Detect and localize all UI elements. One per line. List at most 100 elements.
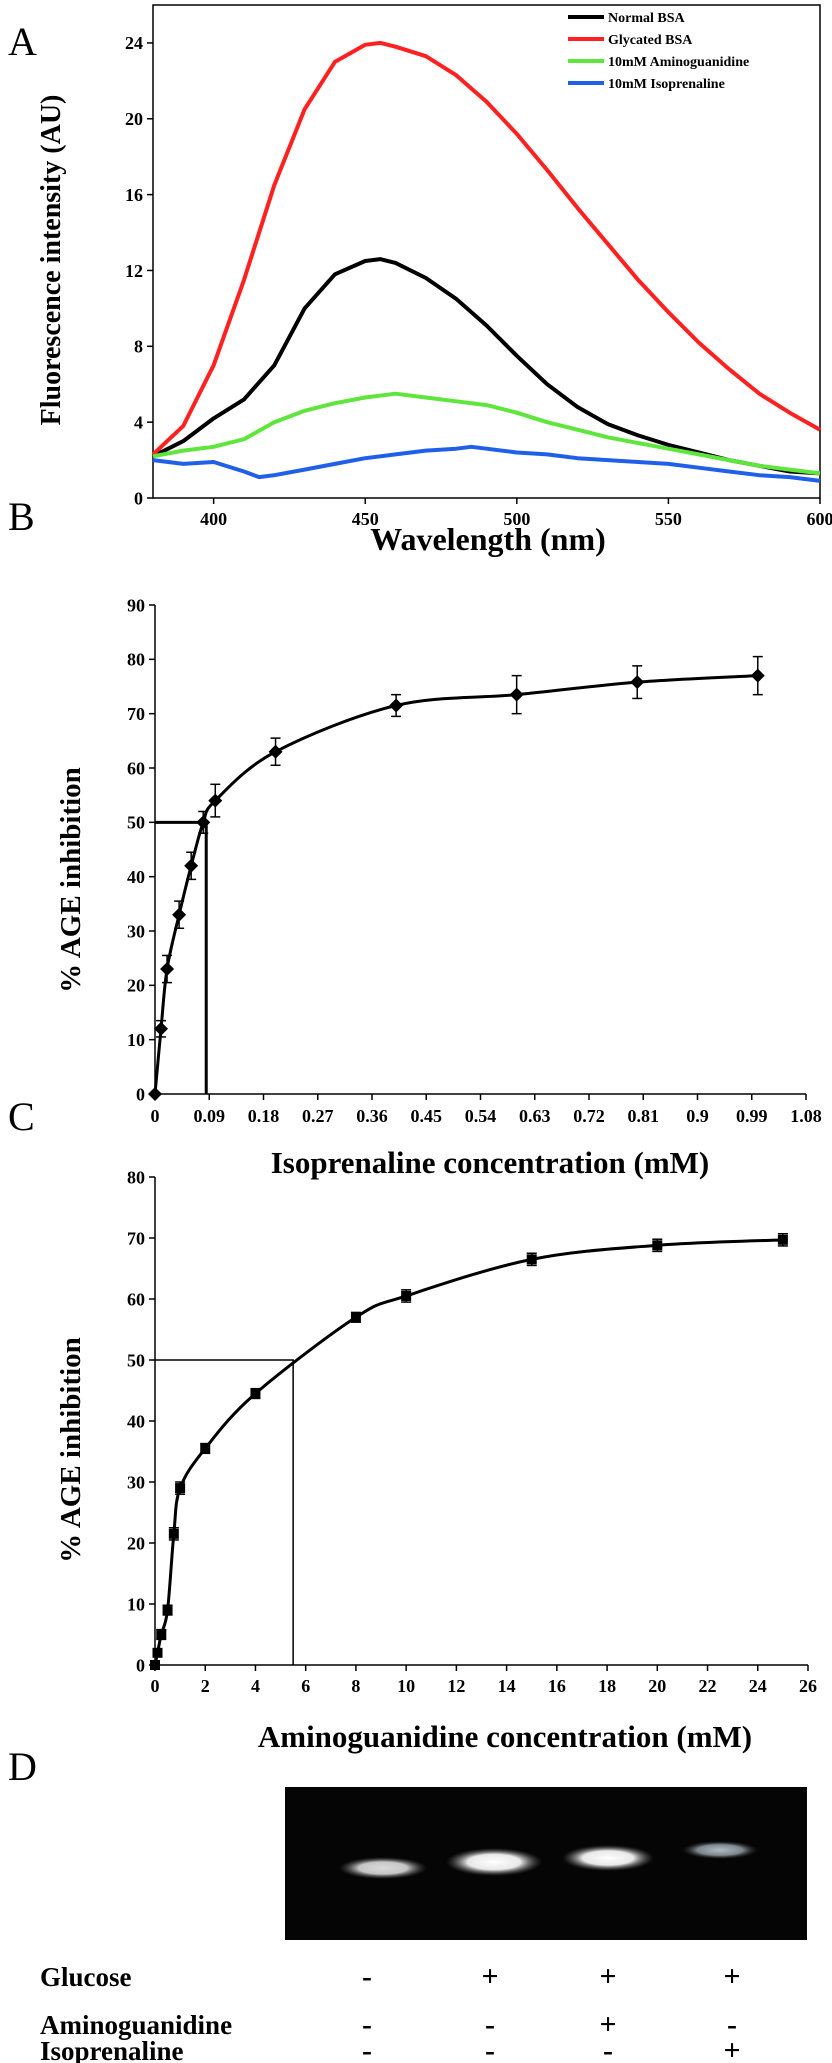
chart-a-y-tick-label: 0: [134, 488, 143, 508]
chart-c-data-point: [250, 1388, 261, 1399]
chart-a-series-line-1: [152, 257, 821, 476]
chart-c-y-tick-label: 20: [127, 1533, 145, 1553]
chart-c-x-tick-label: 0: [151, 1676, 160, 1696]
chart-a-legend-label-3: 10mM Aminoguanidine: [608, 55, 749, 70]
chart-b-y-tick-label: 50: [127, 813, 145, 833]
chart-a-legend-label-4: 10mM Isoprenaline: [608, 77, 725, 92]
chart-c-data-point: [162, 1605, 173, 1616]
chart-c-x-tick-label: 2: [201, 1676, 210, 1696]
chart-b-y-tick-label: 20: [127, 976, 145, 996]
chart-a-legend-label-2: Glycated BSA: [608, 33, 693, 48]
chart-b-data-point: [184, 858, 199, 873]
chart-b-data-point: [154, 1021, 169, 1036]
chart-c-y-tick-label: 60: [127, 1289, 145, 1309]
gel-row-2-lane-3: +: [599, 2008, 616, 2041]
chart-c-fit-curve: [153, 1238, 783, 1666]
chart-a-x-tick-label: 600: [807, 509, 832, 529]
chart-b-y-tick-label: 80: [127, 650, 145, 670]
chart-c-x-tick-label: 24: [749, 1676, 767, 1696]
gel-row-1-lane-2: +: [481, 1960, 498, 1993]
chart-c-data-point: [175, 1483, 186, 1494]
chart-c-x-tick-label: 6: [301, 1676, 310, 1696]
chart-b-data-point: [750, 668, 765, 683]
chart-a-series-line-4: [152, 444, 821, 483]
chart-c-y-tick-label: 80: [127, 1167, 145, 1187]
chart-c-x-tick-label: 8: [351, 1676, 360, 1696]
chart-a-frame: [152, 4, 821, 499]
gel-band-3: [562, 1845, 654, 1871]
chart-c-data-point: [168, 1528, 179, 1539]
chart-b-ylabel: % AGE inhibition: [55, 767, 87, 993]
chart-b-data-point: [208, 793, 223, 808]
gel-band-4: [682, 1841, 758, 1859]
chart-c-ylabel: % AGE inhibition: [55, 1337, 87, 1563]
chart-a-y-tick-label: 24: [125, 33, 143, 53]
chart-b-data-point: [389, 698, 404, 713]
chart-b-x-tick-label: 1.08: [790, 1106, 822, 1126]
panel-letter-d: D: [8, 1744, 37, 1789]
gel-row-2-lane-1: -: [362, 2008, 372, 2041]
chart-c-xlabel: Aminoguanidine concentration (mM): [258, 1719, 752, 1754]
chart-b-data-point: [148, 1087, 162, 1101]
chart-c-x-tick-label: 14: [498, 1676, 516, 1696]
chart-b-x-tick-label: 0.81: [628, 1106, 660, 1126]
gel-row-2-lane-2: -: [485, 2008, 495, 2041]
chart-a-x-tick-label: 450: [352, 509, 379, 529]
chart-a-xlabel: Wavelength (nm): [370, 521, 606, 557]
chart-c-data-point: [652, 1240, 663, 1251]
chart-a-ylabel: Fluorescence intensity (AU): [36, 95, 67, 426]
chart-a-x-tick-label: 550: [655, 509, 682, 529]
chart-b-y-tick-label: 30: [127, 921, 145, 941]
chart-b-x-tick-label: 0.36: [356, 1106, 388, 1126]
chart-b-x-tick-label: 0.54: [465, 1106, 497, 1126]
chart-c-x-tick-label: 16: [548, 1676, 566, 1696]
chart-c-y-tick-label: 0: [136, 1655, 145, 1675]
chart-a: Fluorescence intensity (AU) Wavelength (…: [36, 4, 832, 557]
gel-row-label-3: Isoprenaline: [40, 2036, 184, 2063]
chart-c-y-tick-label: 10: [127, 1594, 145, 1614]
chart-b-x-tick-label: 0.63: [519, 1106, 551, 1126]
chart-b-x-tick-label: 0.99: [736, 1106, 768, 1126]
panel-letter-c: C: [8, 1094, 35, 1139]
chart-b-data-point: [196, 815, 211, 830]
gel-row-3-lane-4: +: [723, 2034, 740, 2063]
chart-c: % AGE inhibition Aminoguanidine concentr…: [55, 1167, 817, 1754]
chart-c-data-point: [401, 1290, 412, 1301]
chart-b-fit-curve: [153, 674, 758, 1095]
chart-b-data-point: [509, 687, 524, 702]
chart-c-data-point: [200, 1443, 211, 1454]
chart-c-data-point: [150, 1660, 160, 1670]
chart-a-y-tick-label: 20: [125, 109, 143, 129]
chart-b-guide-line: [155, 820, 208, 1094]
chart-b-x-tick-label: 0.09: [194, 1106, 226, 1126]
chart-b-x-tick-label: 0.45: [411, 1106, 443, 1126]
gel-row-3-lane-3: -: [603, 2034, 613, 2063]
chart-a-x-tick-label: 400: [200, 509, 227, 529]
chart-c-x-tick-label: 10: [397, 1676, 415, 1696]
chart-a-y-tick-label: 8: [134, 337, 143, 357]
panel-letter-b: B: [8, 494, 35, 539]
chart-b-data-point: [172, 907, 187, 922]
chart-a-x-tick-label: 500: [503, 509, 530, 529]
chart-c-data-point: [152, 1647, 163, 1658]
chart-a-y-tick-label: 12: [125, 261, 143, 281]
chart-c-guide-line: [155, 1359, 294, 1665]
gel-row-3-lane-1: -: [362, 2034, 372, 2063]
chart-c-data-point: [777, 1234, 788, 1245]
chart-c-y-tick-label: 40: [127, 1411, 145, 1431]
gel-band-2: [446, 1848, 542, 1876]
chart-b-y-tick-label: 60: [127, 758, 145, 778]
chart-b-y-tick-label: 90: [127, 595, 145, 615]
chart-b-x-tick-label: 0.18: [248, 1106, 280, 1126]
chart-b: % AGE inhibition Isoprenaline concentrat…: [55, 595, 822, 1180]
chart-c-x-tick-label: 22: [699, 1676, 717, 1696]
gel-row-1-lane-3: +: [599, 1960, 616, 1993]
gel-band-1: [339, 1857, 427, 1879]
gel-row-1-lane-1: -: [362, 1960, 372, 1993]
chart-a-y-tick-label: 16: [125, 185, 143, 205]
chart-c-x-tick-label: 26: [799, 1676, 817, 1696]
chart-c-y-tick-label: 30: [127, 1472, 145, 1492]
chart-c-data-point: [156, 1629, 167, 1640]
chart-a-series-line-2: [151, 40, 821, 456]
